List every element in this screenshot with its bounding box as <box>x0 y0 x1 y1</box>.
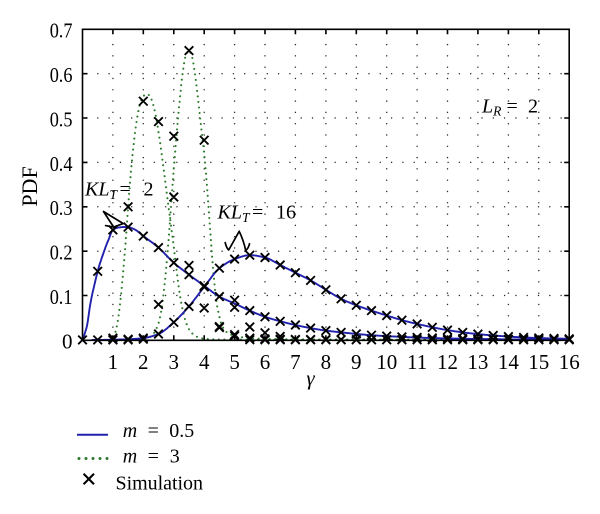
svg-text:0: 0 <box>62 329 73 353</box>
svg-text:0.1: 0.1 <box>50 285 73 309</box>
svg-text:4: 4 <box>199 350 210 374</box>
svg-text:0.5: 0.5 <box>50 107 73 131</box>
svg-text:PDF: PDF <box>17 166 42 206</box>
svg-text:14: 14 <box>498 350 520 374</box>
svg-text:2: 2 <box>138 350 149 374</box>
svg-text:11: 11 <box>407 350 427 374</box>
svg-text:9: 9 <box>351 350 362 374</box>
svg-text:15: 15 <box>528 350 549 374</box>
svg-text:7: 7 <box>290 350 301 374</box>
svg-text:0.2: 0.2 <box>50 241 73 265</box>
svg-text:KLT=16: KLT = 16 <box>217 201 297 225</box>
svg-text:5: 5 <box>229 350 240 374</box>
svg-text:m=3: m = 3 <box>123 445 180 467</box>
svg-text:0.7: 0.7 <box>50 19 73 43</box>
svg-text:γ: γ <box>306 366 315 390</box>
svg-text:0.3: 0.3 <box>50 196 73 220</box>
svg-text:10: 10 <box>376 350 397 374</box>
svg-text:8: 8 <box>321 350 332 374</box>
svg-text:12: 12 <box>437 350 458 374</box>
svg-text:13: 13 <box>467 350 488 374</box>
svg-text:0.4: 0.4 <box>50 152 73 176</box>
svg-text:1: 1 <box>108 350 119 374</box>
svg-text:0.6: 0.6 <box>50 63 73 87</box>
svg-text:LR=2: LR = 2 <box>481 96 538 119</box>
svg-text:6: 6 <box>260 350 271 374</box>
svg-text:KLT=2: KLT = 2 <box>84 179 154 203</box>
svg-text:m=0.5: m = 0.5 <box>123 420 195 442</box>
svg-text:3: 3 <box>169 350 180 374</box>
svg-text:Simulation: Simulation <box>116 473 204 495</box>
svg-text:16: 16 <box>559 350 580 374</box>
